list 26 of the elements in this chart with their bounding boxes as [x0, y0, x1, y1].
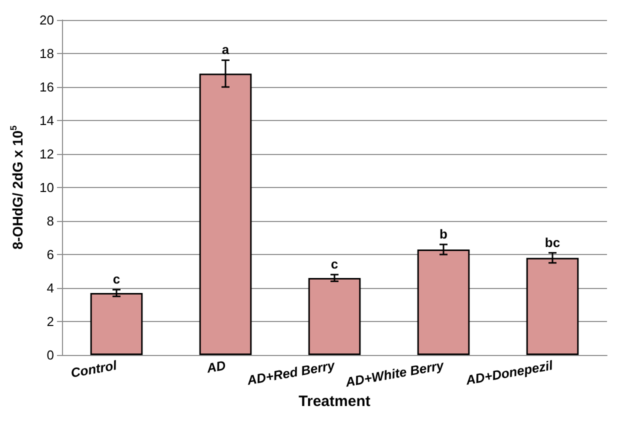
- y-tick-label: 20: [40, 12, 54, 28]
- bar: [526, 258, 579, 355]
- annotation: a: [222, 42, 230, 58]
- y-tick-label: 2: [46, 314, 54, 329]
- bar: [90, 293, 143, 355]
- y-tick-label: 14: [40, 113, 54, 128]
- y-tick-label: 0: [46, 348, 54, 362]
- bar: [417, 249, 470, 355]
- x-tick-label: AD+Red Berry: [245, 357, 337, 388]
- y-tick-label: 10: [40, 180, 54, 195]
- x-tick-label: Control: [70, 358, 118, 380]
- y-tick-label: 12: [40, 146, 54, 162]
- y-axis-title: 8-OHdG/ 2dG x 105: [8, 125, 26, 250]
- annotation: bc: [544, 234, 560, 250]
- y-tick-label: 16: [40, 80, 54, 94]
- annotation: c: [330, 256, 338, 272]
- x-axis-title: Treatment: [298, 393, 370, 410]
- bar: [308, 278, 361, 355]
- annotation: b: [440, 226, 448, 242]
- y-tick-label: 8: [46, 214, 54, 228]
- y-tick-label: 6: [46, 247, 54, 262]
- x-tick-label: AD+White Berry: [343, 357, 446, 390]
- x-tick-label: AD: [204, 358, 228, 376]
- annotation: c: [112, 272, 120, 287]
- y-tick-label: 4: [46, 280, 54, 296]
- y-tick-label: 18: [40, 46, 54, 61]
